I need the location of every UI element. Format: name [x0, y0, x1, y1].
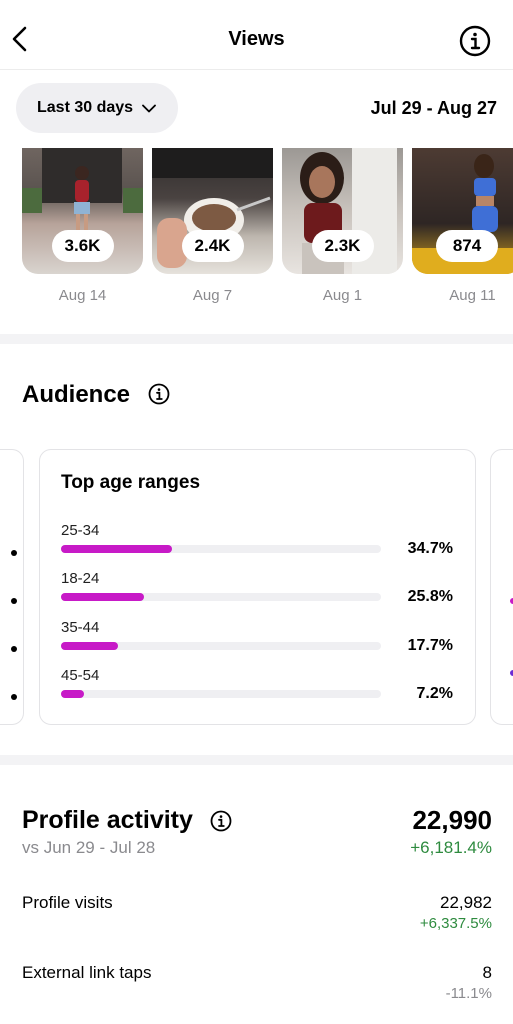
profile-activity-total: 22,990 — [412, 805, 492, 835]
legend-dot — [11, 550, 17, 556]
legend-dot — [11, 598, 17, 604]
profile-activity-change: +6,181.4% — [410, 838, 492, 857]
thumbnail-date: Aug 1 — [322, 287, 363, 304]
content-thumbnail[interactable]: 3.6K — [22, 148, 143, 274]
views-badge: 3.6K — [51, 230, 114, 262]
thumbnail-date: Aug 14 — [58, 287, 107, 304]
age-range-row: 25-34 34.7% — [61, 522, 461, 562]
photo-image — [152, 148, 273, 268]
card-title: Top age ranges — [61, 472, 201, 493]
legend-dot — [11, 646, 17, 652]
date-range-text: Jul 29 - Aug 27 — [370, 98, 497, 118]
legend-dot — [510, 670, 513, 676]
comparison-period: vs Jun 29 - Jul 28 — [22, 838, 156, 857]
metric-value: 8 — [482, 963, 492, 982]
age-range-label: 25-34 — [61, 522, 100, 539]
age-range-bar-track — [61, 593, 381, 601]
date-range-label: Last 30 days — [37, 99, 134, 116]
legend-dot — [510, 598, 513, 604]
views-badge: 874 — [436, 230, 498, 262]
age-range-row: 35-44 17.7% — [61, 619, 461, 659]
thumbnail-date: Aug 7 — [192, 287, 233, 304]
age-range-row: 18-24 25.8% — [61, 570, 461, 610]
info-icon[interactable] — [210, 810, 232, 832]
photo-image — [22, 148, 143, 236]
top-bar: Views — [0, 0, 513, 70]
section-divider — [0, 755, 513, 765]
metric-value: 22,982 — [440, 893, 492, 912]
content-thumbnail[interactable]: 2.4K — [152, 148, 273, 274]
audience-card-next[interactable] — [490, 449, 513, 725]
age-range-label: 18-24 — [61, 570, 100, 587]
age-range-label: 35-44 — [61, 619, 100, 636]
info-icon[interactable] — [459, 25, 491, 57]
section-divider — [0, 334, 513, 344]
age-range-percent: 34.7% — [407, 540, 453, 557]
metric-label: External link taps — [22, 963, 152, 982]
page-title: Views — [228, 28, 285, 50]
age-range-bar — [61, 642, 118, 650]
thumbnail-date: Aug 11 — [449, 287, 496, 304]
views-badge: 2.4K — [181, 230, 244, 262]
age-range-percent: 7.2% — [416, 685, 453, 702]
metric-change: -11.1% — [445, 985, 492, 1002]
views-badge: 2.3K — [311, 230, 374, 262]
age-range-percent: 25.8% — [407, 588, 453, 605]
age-range-bar-track — [61, 545, 381, 553]
date-range-dropdown[interactable]: Last 30 days — [16, 83, 178, 133]
age-range-bar-track — [61, 642, 381, 650]
top-age-ranges-card[interactable]: Top age ranges 25-34 34.7% 18-24 25.8% 35-44… — [39, 449, 476, 725]
legend-dot — [11, 694, 17, 700]
age-range-row: 45-54 7.2% — [61, 667, 461, 707]
top-content-carousel[interactable]: 3.6K Aug 14 2.4K Aug 7 2.3K Aug 1 — [0, 148, 513, 308]
profile-activity-heading: Profile activity — [22, 806, 193, 834]
age-range-label: 45-54 — [61, 667, 100, 684]
age-range-bar — [61, 545, 173, 553]
back-arrow-icon[interactable] — [8, 22, 32, 56]
content-thumbnail[interactable]: 2.3K — [282, 148, 403, 274]
age-range-percent: 17.7% — [407, 637, 453, 654]
metric-change: +6,337.5% — [419, 915, 492, 932]
age-range-bar — [61, 593, 144, 601]
audience-card-previous[interactable] — [0, 449, 24, 725]
age-range-bar — [61, 690, 85, 698]
content-thumbnail[interactable]: 874 — [412, 148, 513, 274]
age-range-bar-track — [61, 690, 381, 698]
metric-label: Profile visits — [22, 893, 113, 912]
chevron-down-icon — [142, 104, 156, 112]
info-icon[interactable] — [148, 383, 170, 405]
audience-heading: Audience — [22, 381, 131, 408]
